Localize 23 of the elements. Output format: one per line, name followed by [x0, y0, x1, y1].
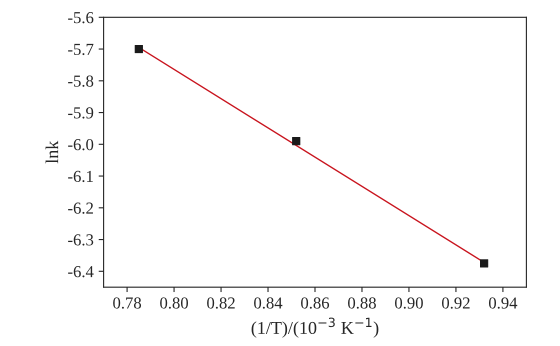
point	[292, 137, 300, 146]
y-tick-label: -6.3	[68, 234, 94, 246]
point	[134, 44, 143, 54]
y-tick-label: -5.9	[68, 107, 94, 119]
x-tick-label: 0.84	[254, 297, 282, 309]
x-tick-label: 0.78	[113, 297, 142, 309]
y-tick-label: -6.4	[68, 266, 94, 278]
y-tick-label: -5.6	[68, 12, 94, 24]
x-axis-title: (1/T)/(10$^{−3}$ K$^{−1}$)	[252, 318, 378, 338]
y-axis-title: lnk	[46, 140, 58, 164]
x-tick-label: 0.82	[207, 297, 235, 309]
y-tick-label: -6.0	[68, 139, 94, 150]
y-tick-label: -6.1	[68, 170, 93, 182]
y-tick-label: -6.2	[68, 202, 93, 214]
x-tick-label: 0.88	[348, 297, 376, 309]
y-tick-label: -5.8	[68, 76, 94, 87]
point	[480, 259, 488, 268]
x-tick-label: 0.94	[488, 297, 518, 309]
x-tick-label: 0.90	[395, 297, 423, 309]
y-tick-label: -5.7	[68, 44, 94, 56]
x-tick-label: 0.80	[160, 297, 188, 309]
x-tick-label: 0.86	[301, 297, 330, 309]
x-tick-label: 0.92	[442, 297, 470, 309]
